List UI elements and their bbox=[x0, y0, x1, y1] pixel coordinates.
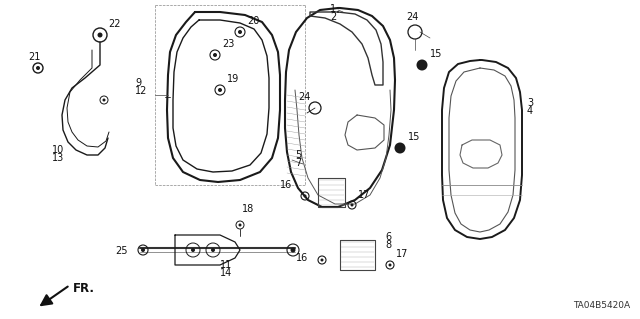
Circle shape bbox=[321, 258, 323, 262]
Circle shape bbox=[97, 33, 102, 38]
Circle shape bbox=[238, 30, 242, 34]
Text: 22: 22 bbox=[108, 19, 120, 29]
Text: 24: 24 bbox=[406, 12, 419, 22]
Circle shape bbox=[394, 143, 406, 153]
Text: TA04B5420A: TA04B5420A bbox=[573, 301, 630, 310]
Circle shape bbox=[303, 195, 307, 197]
Text: 11: 11 bbox=[220, 260, 232, 270]
Text: 20: 20 bbox=[247, 16, 259, 26]
Text: 13: 13 bbox=[52, 153, 64, 163]
Text: 2: 2 bbox=[330, 12, 336, 22]
Circle shape bbox=[351, 204, 353, 206]
Text: 6: 6 bbox=[385, 232, 391, 242]
Text: 1: 1 bbox=[330, 4, 336, 14]
Text: 15: 15 bbox=[408, 132, 420, 142]
Text: 3: 3 bbox=[527, 98, 533, 108]
Text: 12: 12 bbox=[135, 86, 147, 96]
Text: 15: 15 bbox=[430, 49, 442, 59]
Text: 7: 7 bbox=[295, 158, 301, 168]
Text: 25: 25 bbox=[115, 246, 127, 256]
Text: 5: 5 bbox=[295, 150, 301, 160]
Circle shape bbox=[388, 263, 392, 266]
Text: FR.: FR. bbox=[73, 282, 95, 295]
Circle shape bbox=[213, 53, 217, 57]
Text: 18: 18 bbox=[242, 204, 254, 214]
Circle shape bbox=[36, 66, 40, 70]
Text: 21: 21 bbox=[28, 52, 40, 62]
Circle shape bbox=[417, 60, 428, 70]
Circle shape bbox=[211, 248, 215, 252]
Text: 8: 8 bbox=[385, 240, 391, 250]
Text: 16: 16 bbox=[296, 253, 308, 263]
Circle shape bbox=[218, 88, 222, 92]
Text: 24: 24 bbox=[298, 92, 310, 102]
Text: 10: 10 bbox=[52, 145, 64, 155]
Text: 14: 14 bbox=[220, 268, 232, 278]
Text: 16: 16 bbox=[280, 180, 292, 190]
Circle shape bbox=[291, 248, 296, 253]
Text: 17: 17 bbox=[358, 190, 371, 200]
Circle shape bbox=[141, 248, 145, 252]
Text: 17: 17 bbox=[396, 249, 408, 259]
Text: 9: 9 bbox=[135, 78, 141, 88]
Circle shape bbox=[239, 224, 241, 226]
Circle shape bbox=[102, 99, 106, 101]
Text: 4: 4 bbox=[527, 106, 533, 116]
Text: 19: 19 bbox=[227, 74, 239, 84]
Text: 23: 23 bbox=[222, 39, 234, 49]
Circle shape bbox=[191, 248, 195, 252]
